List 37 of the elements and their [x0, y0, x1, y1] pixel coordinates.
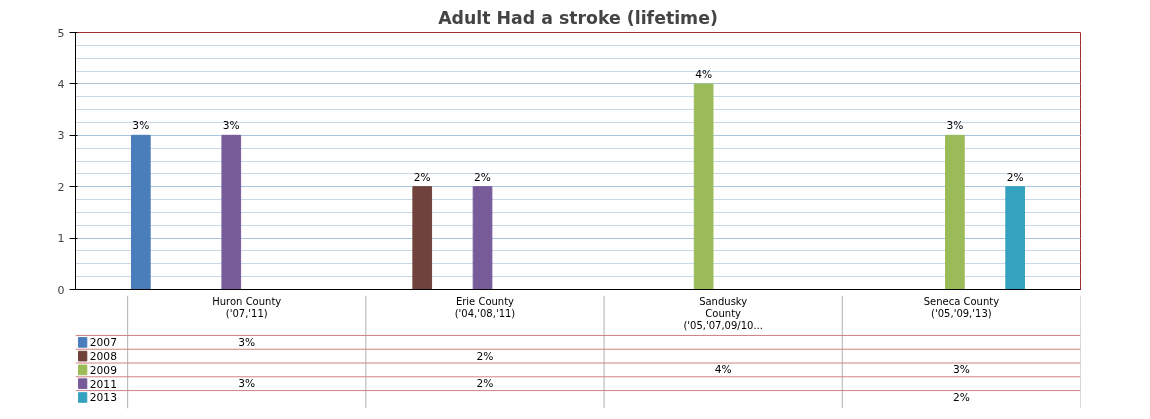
data-label: 2%: [1006, 170, 1024, 184]
chart-title: Adult Had a stroke (lifetime): [438, 7, 718, 28]
legend-label: 2008: [89, 350, 118, 364]
y-tick-label: 4: [57, 77, 65, 91]
legend-label: 2011: [89, 377, 117, 391]
text: 2%: [952, 390, 970, 404]
x-tick-label: Erie County ('04,'08,'11): [454, 295, 516, 319]
bar: [130, 134, 151, 290]
x-tick-label: Huron County ('07,'11): [212, 295, 282, 319]
text: 2%: [476, 349, 494, 363]
bar: [221, 134, 242, 290]
x-tick-label: Sandusky County ('05,'07,09/10...: [683, 295, 763, 331]
y-tick-label: 0: [57, 283, 65, 297]
data-label: 4%: [714, 363, 732, 377]
text: 3%: [946, 119, 964, 133]
text: 2%: [474, 170, 491, 184]
data-label: 3%: [132, 119, 150, 133]
data-label: 2%: [413, 170, 431, 184]
x-tick-label: Seneca County ('05,'09,'13): [923, 295, 1000, 319]
bar: [693, 83, 714, 290]
text: 4%: [695, 67, 713, 81]
text: 3%: [238, 335, 256, 349]
y-tick-label: 1: [57, 232, 65, 246]
legend-label: 2009: [89, 363, 118, 377]
data-label: 3%: [952, 363, 970, 377]
bar: [1005, 186, 1026, 290]
legend-label: 2007: [89, 336, 117, 350]
y-tick-label: 5: [57, 26, 65, 40]
text: 3%: [222, 119, 240, 133]
y-tick-label: 3: [57, 129, 65, 143]
legend-label: 2013: [89, 391, 117, 405]
bar: [412, 186, 433, 290]
bar: [945, 134, 965, 290]
bar: [472, 186, 493, 290]
data-label: 2%: [476, 377, 494, 391]
data-label: 3%: [238, 377, 256, 391]
y-tick-label: 2: [57, 180, 65, 194]
